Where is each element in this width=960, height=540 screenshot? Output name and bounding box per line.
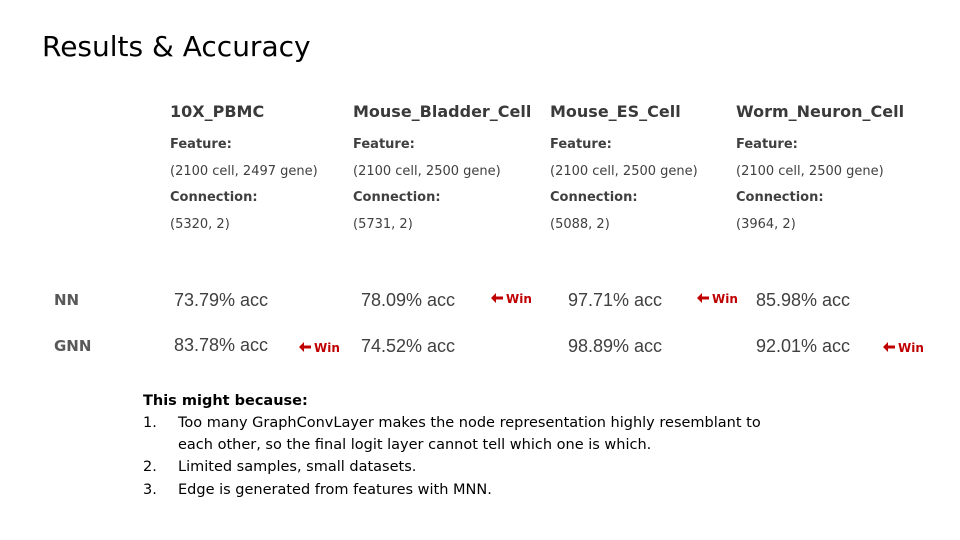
connection-value: (3964, 2) bbox=[736, 216, 796, 232]
dataset-name: Worm_Neuron_Cell bbox=[736, 102, 905, 121]
reason-number: 1. bbox=[143, 415, 157, 431]
connection-value: (5320, 2) bbox=[170, 216, 230, 232]
connection-label: Connection: bbox=[736, 190, 824, 205]
reason-text: Too many GraphConvLayer makes the node r… bbox=[178, 415, 761, 453]
slide-title: Results & Accuracy bbox=[42, 30, 311, 63]
reason-number: 2. bbox=[143, 459, 157, 475]
accuracy-value: 73.79% acc bbox=[174, 290, 269, 310]
accuracy-value: 83.78% acc bbox=[174, 335, 269, 355]
accuracy-value: 85.98% acc bbox=[756, 290, 851, 310]
left-arrow-icon bbox=[299, 341, 311, 355]
feature-value: (2100 cell, 2500 gene) bbox=[353, 163, 501, 179]
accuracy-value: 98.89% acc bbox=[568, 336, 663, 356]
win-marker: Win bbox=[697, 292, 738, 306]
reason-text: Edge is generated from features with MNN… bbox=[178, 481, 492, 498]
connection-label: Connection: bbox=[353, 190, 441, 205]
connection-label: Connection: bbox=[170, 190, 258, 205]
reason-item: 3. Edge is generated from features with … bbox=[143, 480, 843, 502]
dataset-name: Mouse_Bladder_Cell bbox=[353, 102, 532, 121]
feature-label: Feature: bbox=[353, 137, 415, 152]
dataset-column-10x-pbmc: 10X_PBMC Feature: (2100 cell, 2497 gene)… bbox=[170, 100, 360, 238]
dataset-column-worm-neuron: Worm_Neuron_Cell Feature: (2100 cell, 25… bbox=[736, 100, 926, 238]
connection-label: Connection: bbox=[550, 190, 638, 205]
row-label-nn: NN bbox=[54, 291, 80, 309]
connection-value: (5088, 2) bbox=[550, 216, 610, 232]
feature-label: Feature: bbox=[170, 137, 232, 152]
reason-item: 1. Too many GraphConvLayer makes the nod… bbox=[143, 413, 843, 456]
accuracy-value: 97.71% acc bbox=[568, 290, 663, 310]
feature-label: Feature: bbox=[736, 137, 798, 152]
reasons-section: This might because: 1. Too many GraphCon… bbox=[143, 389, 843, 502]
dataset-name: Mouse_ES_Cell bbox=[550, 102, 681, 121]
win-label: Win bbox=[712, 292, 738, 306]
win-marker: Win bbox=[491, 292, 532, 306]
left-arrow-icon bbox=[883, 341, 895, 355]
win-label: Win bbox=[898, 341, 924, 355]
left-arrow-icon bbox=[491, 292, 503, 306]
feature-label: Feature: bbox=[550, 137, 612, 152]
reason-number: 3. bbox=[143, 481, 157, 498]
feature-value: (2100 cell, 2500 gene) bbox=[736, 163, 884, 179]
reasons-title: This might because: bbox=[143, 393, 308, 409]
dataset-column-mouse-es: Mouse_ES_Cell Feature: (2100 cell, 2500 … bbox=[550, 100, 740, 238]
row-label-gnn: GNN bbox=[54, 337, 92, 355]
reason-item: 2. Limited samples, small datasets. bbox=[143, 457, 843, 479]
connection-value: (5731, 2) bbox=[353, 216, 413, 232]
win-label: Win bbox=[314, 341, 340, 355]
left-arrow-icon bbox=[697, 292, 709, 306]
accuracy-value: 92.01% acc bbox=[756, 336, 851, 356]
win-label: Win bbox=[506, 292, 532, 306]
feature-value: (2100 cell, 2500 gene) bbox=[550, 163, 698, 179]
dataset-column-mouse-bladder: Mouse_Bladder_Cell Feature: (2100 cell, … bbox=[353, 100, 543, 238]
feature-value: (2100 cell, 2497 gene) bbox=[170, 163, 318, 179]
dataset-name: 10X_PBMC bbox=[170, 102, 265, 121]
accuracy-value: 78.09% acc bbox=[361, 290, 456, 310]
accuracy-value: 74.52% acc bbox=[361, 336, 456, 356]
reason-text: Limited samples, small datasets. bbox=[178, 459, 417, 475]
win-marker: Win bbox=[299, 341, 340, 355]
win-marker: Win bbox=[883, 341, 924, 355]
